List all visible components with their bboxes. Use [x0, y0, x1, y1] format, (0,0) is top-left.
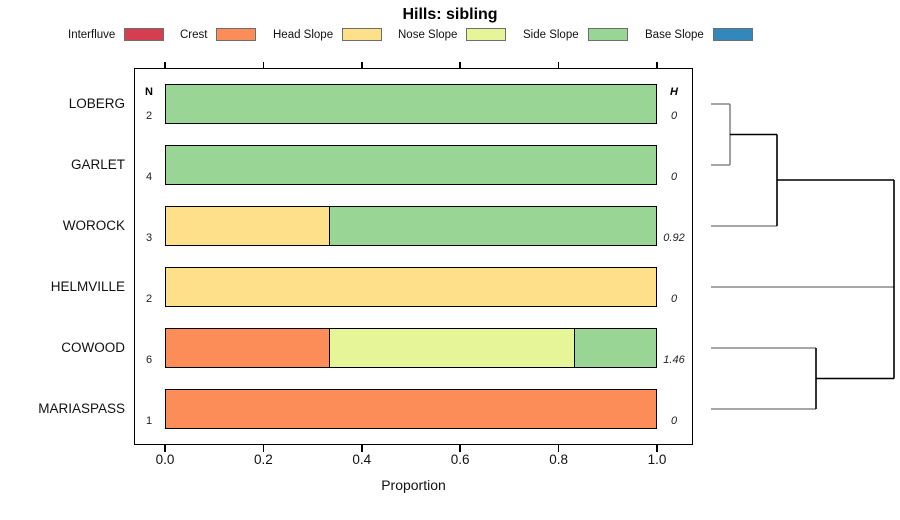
top-tick-0.6 — [459, 62, 461, 68]
bottom-tick-0.6 — [459, 445, 461, 452]
legend-item-nose-slope: Nose Slope — [398, 26, 507, 43]
row-label-garlet: GARLET — [70, 157, 125, 172]
legend-label: Interfluve — [68, 28, 116, 41]
top-tick-0.4 — [361, 62, 363, 68]
legend-label: Head Slope — [273, 28, 334, 41]
bar-garlet — [165, 145, 657, 185]
bar-loberg — [165, 84, 657, 124]
legend-swatch-crest — [216, 28, 257, 41]
n-value-mariaspass: 1 — [145, 415, 153, 427]
row-label-worock: WOROCK — [62, 218, 125, 233]
legend-item-base-slope: Base Slope — [645, 26, 753, 43]
legend-label: Nose Slope — [398, 28, 458, 41]
h-value-garlet: 0 — [670, 171, 678, 183]
legend-swatch-head-slope — [342, 28, 383, 41]
legend-swatch-side-slope — [587, 28, 628, 41]
chart-title: Hills: sibling — [402, 6, 498, 23]
row-label-cowood: COWOOD — [61, 340, 125, 355]
top-tick-0.0 — [164, 62, 166, 68]
top-tick-1.0 — [656, 62, 658, 68]
x-tick-label-0.0: 0.0 — [155, 452, 175, 467]
n-value-worock: 3 — [145, 232, 153, 244]
row-label-loberg: LOBERG — [68, 96, 125, 111]
bottom-tick-0.0 — [164, 445, 166, 452]
bar-segment-loberg-side-slope — [166, 85, 656, 123]
n-value-helmville: 2 — [145, 293, 153, 305]
bar-segment-worock-side-slope — [329, 207, 656, 245]
bar-mariaspass — [165, 389, 657, 429]
legend-label: Side Slope — [523, 28, 579, 41]
h-value-loberg: 0 — [670, 110, 678, 122]
h-column-header: H — [670, 86, 678, 98]
n-column-header: N — [145, 86, 153, 98]
legend-swatch-nose-slope — [466, 28, 507, 41]
x-tick-label-1.0: 1.0 — [647, 452, 667, 467]
legend-swatch-base-slope — [712, 28, 753, 41]
plot-box — [134, 68, 693, 445]
h-value-helmville: 0 — [670, 293, 678, 305]
legend-item-side-slope: Side Slope — [523, 26, 628, 43]
bottom-tick-0.4 — [361, 445, 363, 452]
h-value-cowood: 1.46 — [663, 354, 685, 366]
bar-segment-garlet-side-slope — [166, 146, 656, 184]
bottom-tick-0.8 — [557, 445, 560, 452]
bar-segment-cowood-nose-slope — [329, 329, 575, 367]
x-tick-label-0.8: 0.8 — [549, 452, 568, 467]
bar-segment-mariaspass-crest — [166, 390, 656, 428]
n-value-loberg: 2 — [145, 110, 153, 122]
bar-worock — [165, 206, 657, 246]
row-label-helmville: HELMVILLE — [50, 279, 125, 294]
row-label-mariaspass: MARIASPASS — [38, 401, 125, 416]
h-value-worock: 0.92 — [663, 232, 685, 244]
n-value-cowood: 6 — [145, 354, 153, 366]
x-tick-label-0.4: 0.4 — [352, 452, 372, 467]
bar-segment-cowood-crest — [166, 329, 330, 367]
legend-label: Crest — [180, 28, 208, 41]
x-axis-title: Proportion — [381, 477, 446, 493]
top-tick-0.8 — [557, 62, 560, 68]
x-tick-label-0.2: 0.2 — [254, 452, 273, 467]
legend-swatch-interfluve — [124, 28, 165, 41]
legend-label: Base Slope — [645, 28, 704, 41]
bar-segment-worock-head-slope — [166, 207, 330, 245]
x-tick-label-0.6: 0.6 — [450, 452, 470, 467]
legend-item-crest: Crest — [180, 26, 257, 43]
bar-segment-cowood-side-slope — [574, 329, 656, 367]
legend-item-head-slope: Head Slope — [273, 26, 383, 43]
legend-item-interfluve: Interfluve — [68, 26, 165, 43]
bar-cowood — [165, 328, 657, 368]
h-value-mariaspass: 0 — [670, 415, 678, 427]
bar-helmville — [165, 267, 657, 307]
bar-segment-helmville-head-slope — [166, 268, 656, 306]
bottom-tick-0.2 — [262, 445, 265, 452]
n-value-garlet: 4 — [145, 171, 153, 183]
top-tick-0.2 — [262, 62, 265, 68]
bottom-tick-1.0 — [656, 445, 658, 452]
